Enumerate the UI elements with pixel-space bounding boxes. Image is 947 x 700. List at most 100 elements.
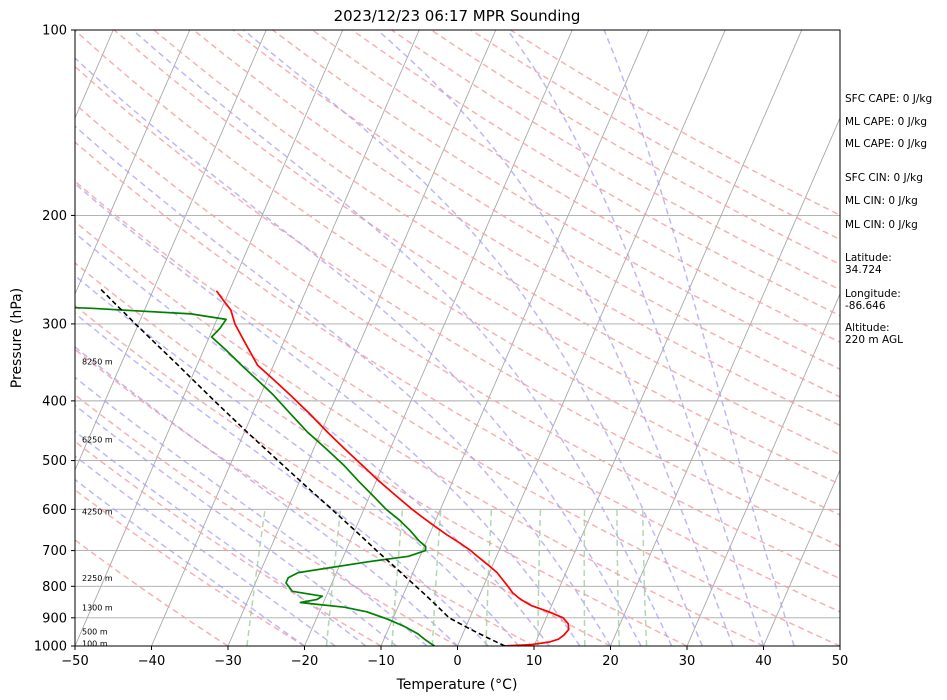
height-label: 8250 m	[82, 357, 113, 366]
axis-ticks: −50 −40 −30 −20 −10 0 10 20 30 40 50 100 200 300 400 50…	[34, 24, 848, 670]
dry-adiabat	[75, 30, 840, 516]
height-label: 6250 m	[82, 435, 113, 444]
dewpoint-trace	[75, 306, 436, 646]
y-tick-label: 900	[42, 611, 67, 626]
isotherm-line	[304, 30, 573, 646]
height-label: 1300 m	[82, 604, 113, 613]
isotherm-line	[227, 30, 497, 646]
x-axis-title: Temperature (°C)	[396, 677, 518, 693]
height-labels: 100 m 500 m 1300 m 2250 m 4250 m 6250 m 8250 m	[82, 357, 113, 648]
stat-ml-cin-2: ML CIN: 0 J/kg	[845, 219, 918, 231]
dry-adiabat	[351, 30, 840, 317]
dry-adiabat	[113, 30, 840, 486]
y-tick-label: 400	[42, 394, 67, 409]
dry-adiabat	[75, 348, 535, 646]
moist-adiabat	[75, 376, 428, 646]
x-tick-label: 30	[679, 654, 696, 669]
y-tick-label: 700	[42, 544, 67, 559]
moist-adiabat	[243, 30, 703, 646]
altitude-value: 220 m AGL	[845, 334, 903, 346]
isotherm-line	[610, 116, 840, 646]
dry-adiabat	[75, 539, 229, 646]
y-tick-label: 500	[42, 454, 67, 469]
x-tick-label: −10	[367, 654, 394, 669]
y-tick-label: 800	[42, 580, 67, 595]
x-tick-label: 20	[602, 654, 619, 669]
isotherm-line	[75, 30, 267, 472]
dry-adiabat	[75, 180, 840, 646]
x-tick-label: 40	[755, 654, 772, 669]
dry-adiabat	[75, 102, 840, 580]
dry-adiabat	[311, 30, 840, 343]
stat-ml-cape-2: ML CAPE: 0 J/kg	[845, 138, 928, 150]
moist-adiabat	[506, 30, 765, 646]
moist-adiabat	[75, 312, 489, 646]
latitude-value: 34.724	[845, 264, 882, 276]
dry-adiabat	[75, 304, 611, 646]
dry-adiabat	[193, 30, 840, 427]
height-label: 500 m	[82, 628, 108, 637]
moist-adiabat	[75, 182, 581, 646]
x-tick-label: −40	[138, 654, 165, 669]
longitude-block: Longitude: -86.646	[845, 288, 901, 312]
latitude-label: Latitude:	[845, 252, 892, 264]
chart-title: 2023/12/23 06:17 MPR Sounding	[334, 7, 581, 25]
isotherm-line	[763, 468, 840, 646]
data-lines	[75, 287, 570, 646]
mixing-ratio-line	[246, 509, 266, 646]
dry-adiabat	[153, 30, 840, 456]
x-tick-label: 0	[453, 654, 461, 669]
x-tick-label: −50	[61, 654, 88, 669]
y-tick-label: 100	[42, 24, 67, 39]
x-tick-label: −30	[214, 654, 241, 669]
moist-adiabat	[75, 346, 459, 646]
dry-adiabat	[75, 393, 458, 646]
isotherm-line	[75, 30, 344, 646]
altitude-label: Altitude:	[845, 322, 890, 334]
y-tick-label: 1000	[34, 640, 67, 655]
height-label: 2250 m	[82, 574, 113, 583]
stat-ml-cape: ML CAPE: 0 J/kg	[845, 116, 928, 128]
dry-adiabat	[75, 488, 305, 646]
x-tick-label: 10	[526, 654, 543, 669]
height-label: 100 m	[82, 639, 108, 648]
moist-adiabat	[75, 455, 336, 646]
stat-sfc-cin: SFC CIN: 0 J/kg	[845, 172, 923, 184]
longitude-label: Longitude:	[845, 288, 901, 300]
isotherm-line	[151, 30, 420, 646]
dry-adiabat	[75, 141, 840, 613]
y-tick-label: 600	[42, 503, 67, 518]
dry-adiabat	[75, 65, 840, 548]
mixing-ratio-line	[616, 509, 621, 646]
altitude-block: Altitude: 220 m AGL	[845, 322, 903, 346]
moist-adiabat	[75, 478, 305, 646]
height-label: 4250 m	[82, 508, 113, 517]
stat-ml-cin: ML CIN: 0 J/kg	[845, 195, 918, 207]
isotherm-line	[380, 30, 650, 646]
moist-adiabat	[75, 232, 550, 646]
x-tick-label: −20	[291, 654, 318, 669]
moist-adiabat	[75, 404, 397, 646]
latitude-block: Latitude: 34.724	[845, 252, 892, 276]
isotherm-line	[75, 30, 191, 296]
mixing-ratio-line	[641, 509, 648, 646]
y-tick-label: 200	[42, 209, 67, 224]
isotherm-line	[457, 30, 726, 646]
moist-adiabat	[75, 274, 520, 646]
dry-adiabat	[75, 262, 688, 646]
longitude-value: -86.646	[845, 300, 886, 312]
moist-adiabat	[376, 30, 734, 646]
isotherm-line	[686, 292, 840, 646]
y-axis-title: Pressure (hPa)	[9, 288, 25, 388]
x-tick-label: 50	[832, 654, 849, 669]
plot-frame	[74, 29, 841, 647]
y-tick-label: 300	[42, 317, 67, 332]
background-lines	[75, 30, 840, 646]
dry-adiabat	[75, 220, 764, 646]
parcel-trace	[98, 287, 506, 646]
moist-adiabat	[75, 57, 642, 646]
stat-sfc-cape: SFC CAPE: 0 J/kg	[845, 93, 933, 105]
temperature-trace	[215, 290, 570, 646]
mixing-ratio-line	[537, 509, 542, 646]
